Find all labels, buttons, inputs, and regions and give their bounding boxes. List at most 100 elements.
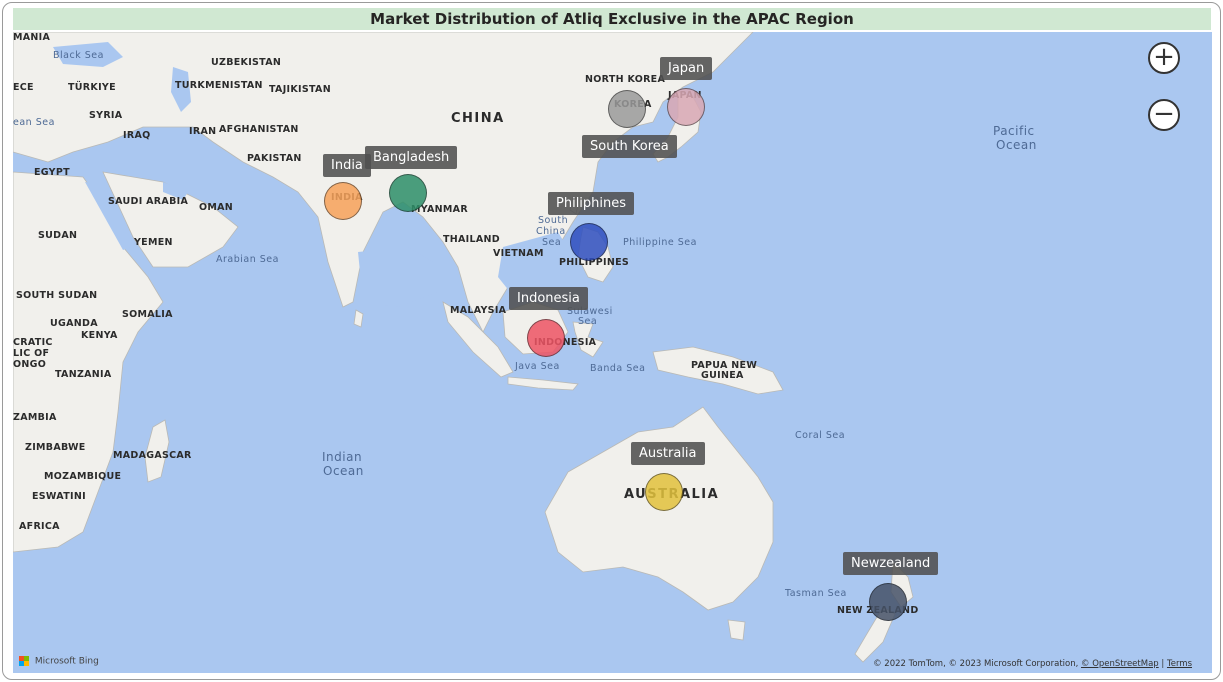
- country-label: OMAN: [199, 202, 234, 213]
- landmass-newguinea: [652, 346, 784, 395]
- landmass-sumatra: [442, 301, 514, 378]
- country-label: PAPUA NEW: [691, 360, 758, 371]
- country-label: THAILAND: [443, 234, 500, 245]
- country-label: MYANMAR: [411, 204, 468, 215]
- country-label: UGANDA: [50, 318, 98, 329]
- market-tooltip: Australia: [631, 442, 705, 465]
- market-bubble[interactable]: [527, 319, 565, 357]
- map-canvas[interactable]: MANIA UZBEKISTAN TÜRKIYE TURKMENISTAN TAJIKI…: [13, 32, 1212, 673]
- country-label: YEMEN: [134, 237, 173, 248]
- water-label: Ocean: [323, 464, 364, 478]
- water-label: China: [536, 226, 566, 237]
- market-tooltip: Japan: [660, 57, 713, 80]
- country-label: VIETNAM: [493, 248, 544, 259]
- market-bubble[interactable]: [869, 583, 907, 621]
- landmass-tasmania: [727, 619, 746, 641]
- water-label: ean Sea: [13, 117, 55, 128]
- bay-of-bengal: [358, 247, 438, 307]
- country-label: MADAGASCAR: [113, 450, 192, 461]
- country-label: TANZANIA: [55, 369, 112, 380]
- market-bubble[interactable]: [389, 174, 427, 212]
- microsoft-logo-icon: [19, 656, 29, 666]
- black-sea: [53, 42, 123, 67]
- water-label: Black Sea: [53, 50, 104, 61]
- red-sea: [85, 182, 131, 250]
- country-label: GUINEA: [701, 370, 744, 381]
- country-label: IRAQ: [123, 130, 151, 141]
- water-label: Java Sea: [515, 361, 560, 372]
- market-bubble[interactable]: [324, 182, 362, 220]
- market-tooltip: India: [323, 154, 371, 177]
- country-label: SAUDI ARABIA: [108, 196, 189, 207]
- bing-branding: Microsoft Bing: [19, 656, 99, 667]
- water-label: Sulawesi: [567, 306, 613, 317]
- water-label: Pacific: [993, 124, 1035, 138]
- market-tooltip: Indonesia: [509, 287, 588, 310]
- zoom-in-button[interactable]: +: [1148, 42, 1180, 74]
- country-label: MANIA: [13, 32, 51, 43]
- landmass-eurasia: [13, 32, 754, 333]
- country-label: KENYA: [81, 330, 118, 341]
- water-label: Banda Sea: [590, 363, 646, 374]
- minus-icon: −: [1153, 99, 1175, 129]
- water-label: Sea: [542, 237, 562, 248]
- attribution-text: © 2022 TomTom, © 2023 Microsoft Corporat…: [873, 659, 1079, 669]
- openstreetmap-link[interactable]: © OpenStreetMap: [1081, 659, 1159, 669]
- country-label: ZIMBABWE: [25, 442, 86, 453]
- water-label: Philippine Sea: [623, 237, 697, 248]
- map-attribution: © 2022 TomTom, © 2023 Microsoft Corporat…: [873, 659, 1192, 669]
- country-label: SOUTH SUDAN: [16, 290, 98, 301]
- market-tooltip: Bangladesh: [365, 146, 458, 169]
- country-label: IRAN: [189, 126, 217, 137]
- inland-water-group: [53, 42, 573, 307]
- country-label: TAJIKISTAN: [269, 84, 331, 95]
- country-label: ZAMBIA: [13, 412, 57, 423]
- visual-title: Market Distribution of Atliq Exclusive i…: [370, 10, 854, 28]
- country-label: INDONESIA: [534, 337, 597, 348]
- country-label: LIC OF: [13, 348, 50, 359]
- landmass-sulawesi: [572, 321, 604, 358]
- country-label: SYRIA: [89, 110, 123, 121]
- market-tooltip: South Korea: [582, 135, 677, 158]
- water-label: Coral Sea: [795, 430, 846, 441]
- landmass-madagascar: [144, 419, 170, 483]
- landmass-java: [507, 376, 579, 391]
- bing-label: Microsoft Bing: [34, 656, 99, 667]
- market-bubble[interactable]: [667, 88, 705, 126]
- market-tooltip: Philiphines: [548, 192, 635, 215]
- country-label: PAKISTAN: [247, 153, 302, 164]
- water-label: South: [538, 215, 569, 226]
- water-label: Arabian Sea: [216, 254, 279, 265]
- country-label: ESWATINI: [32, 491, 86, 502]
- caspian-sea: [171, 67, 191, 112]
- plus-icon: +: [1153, 42, 1175, 72]
- country-label: SOMALIA: [122, 309, 173, 320]
- country-label: MOZAMBIQUE: [44, 471, 122, 482]
- country-label: CHINA: [451, 111, 505, 126]
- water-label: Indian: [322, 450, 363, 464]
- market-tooltip: Newzealand: [843, 552, 939, 575]
- title-bar: Market Distribution of Atliq Exclusive i…: [13, 8, 1211, 30]
- water-label: Sea: [578, 316, 598, 327]
- market-bubble[interactable]: [608, 90, 646, 128]
- country-label: EGYPT: [34, 167, 70, 178]
- country-label: NORTH KOREA: [585, 74, 666, 85]
- zoom-out-button[interactable]: −: [1148, 99, 1180, 131]
- landmass-srilanka: [353, 309, 364, 328]
- country-label: ONGO: [13, 359, 47, 370]
- country-label: MALAYSIA: [450, 305, 507, 316]
- water-label: Ocean: [996, 138, 1037, 152]
- south-china-sea: [498, 232, 573, 302]
- market-bubble[interactable]: [570, 223, 608, 261]
- terms-link[interactable]: Terms: [1166, 659, 1192, 669]
- country-label: PHILIPPINES: [559, 257, 630, 268]
- country-label: SUDAN: [38, 230, 78, 241]
- persian-gulf: [163, 182, 188, 200]
- country-label: TURKMENISTAN: [175, 80, 263, 91]
- country-label: AFGHANISTAN: [219, 124, 299, 135]
- market-bubble[interactable]: [645, 473, 683, 511]
- country-label: ECE: [13, 82, 34, 93]
- water-label: Tasman Sea: [785, 588, 847, 599]
- country-label: CRATIC: [13, 337, 53, 348]
